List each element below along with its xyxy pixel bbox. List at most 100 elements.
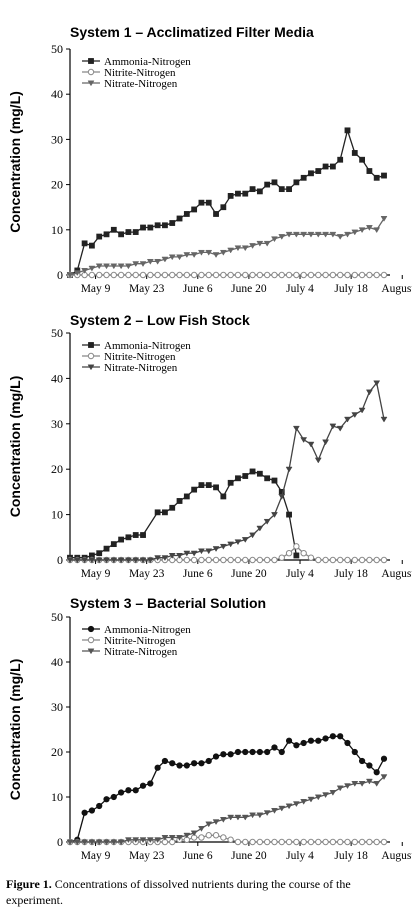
data-point	[242, 556, 249, 564]
data-point	[162, 222, 168, 229]
figure-caption: Figure 1. Concentrations of dissolved nu…	[6, 876, 406, 908]
data-point	[322, 838, 329, 846]
data-point	[285, 466, 293, 473]
data-point	[168, 553, 176, 559]
data-point	[190, 271, 198, 279]
data-point	[88, 807, 96, 814]
data-point	[161, 271, 169, 279]
data-point	[162, 509, 168, 516]
data-point	[308, 170, 314, 177]
data-point	[242, 473, 249, 479]
data-point	[307, 838, 315, 846]
data-point	[307, 271, 315, 279]
data-point	[110, 263, 118, 270]
data-point	[315, 737, 322, 744]
data-point	[242, 190, 249, 197]
data-point	[336, 425, 344, 432]
data-point	[264, 181, 271, 188]
series-line	[69, 128, 385, 276]
data-point	[118, 536, 125, 543]
data-point	[322, 271, 329, 279]
data-point	[154, 555, 162, 562]
data-point	[293, 838, 300, 846]
data-point	[315, 556, 322, 564]
data-point	[256, 748, 263, 756]
data-point	[278, 748, 285, 756]
y-tick-label: 10	[51, 790, 63, 804]
data-point	[344, 271, 351, 279]
y-tick-label: 10	[51, 508, 63, 522]
data-point	[373, 271, 380, 279]
data-point	[358, 407, 366, 414]
data-point	[263, 271, 271, 279]
figure-caption-text: Concentrations of dissolved nutrients du…	[6, 877, 351, 907]
data-point	[125, 271, 132, 279]
x-tick-label: May 9	[81, 850, 111, 862]
legend-label: Nitrite-Nitrogen	[104, 351, 176, 363]
x-tick-label: May 23	[129, 283, 165, 295]
data-point	[190, 556, 198, 564]
data-point	[358, 271, 366, 279]
data-point	[132, 787, 139, 794]
data-point	[242, 838, 249, 846]
data-point	[219, 249, 227, 256]
data-point	[81, 809, 88, 816]
data-point	[147, 780, 154, 787]
data-point	[300, 799, 308, 805]
data-point	[249, 812, 256, 819]
data-point	[256, 271, 264, 279]
legend-label: Nitrate-Nitrogen	[104, 78, 178, 90]
data-point	[125, 534, 132, 541]
data-point	[110, 541, 117, 548]
data-point	[169, 504, 176, 511]
data-point	[293, 742, 300, 749]
data-point	[219, 543, 227, 550]
data-point	[176, 271, 183, 279]
data-point	[300, 174, 307, 181]
data-point	[132, 261, 140, 267]
data-point	[183, 556, 191, 564]
data-point	[351, 150, 358, 156]
data-point	[147, 224, 154, 231]
x-tick-label: May 9	[81, 283, 111, 295]
data-point	[351, 412, 359, 419]
data-point	[118, 789, 125, 796]
x-tick-label: May 9	[81, 568, 111, 580]
data-point	[66, 839, 74, 846]
chart-title: System 1 – Acclimatized Filter Media	[70, 24, 314, 40]
data-point	[154, 764, 161, 771]
data-point	[212, 832, 220, 839]
data-point	[227, 247, 235, 254]
data-point	[146, 837, 154, 844]
x-tick-label: August 1	[381, 568, 412, 580]
data-point	[219, 817, 227, 823]
data-point	[198, 249, 205, 256]
series-line	[70, 834, 384, 843]
data-point	[315, 271, 322, 279]
data-point	[351, 781, 359, 787]
data-point	[169, 220, 176, 226]
data-point	[205, 249, 213, 256]
data-point	[373, 838, 380, 846]
data-point	[249, 468, 256, 475]
data-point	[234, 556, 242, 564]
legend-label: Nitrite-Nitrogen	[104, 635, 176, 647]
data-point	[249, 556, 256, 564]
data-point	[124, 557, 132, 564]
data-point	[300, 231, 308, 238]
data-point	[81, 268, 89, 274]
data-point	[198, 482, 205, 488]
data-point	[205, 821, 213, 828]
data-point	[73, 839, 81, 846]
data-point	[213, 484, 219, 491]
data-point	[241, 537, 249, 543]
data-point	[329, 733, 336, 740]
data-point	[380, 774, 388, 781]
data-point	[249, 838, 256, 846]
y-axis-label: Concentration (mg/L)	[7, 376, 23, 518]
data-point	[322, 556, 329, 564]
data-point	[124, 263, 132, 270]
data-point	[132, 271, 139, 279]
data-point	[103, 839, 110, 846]
data-point	[183, 762, 190, 769]
